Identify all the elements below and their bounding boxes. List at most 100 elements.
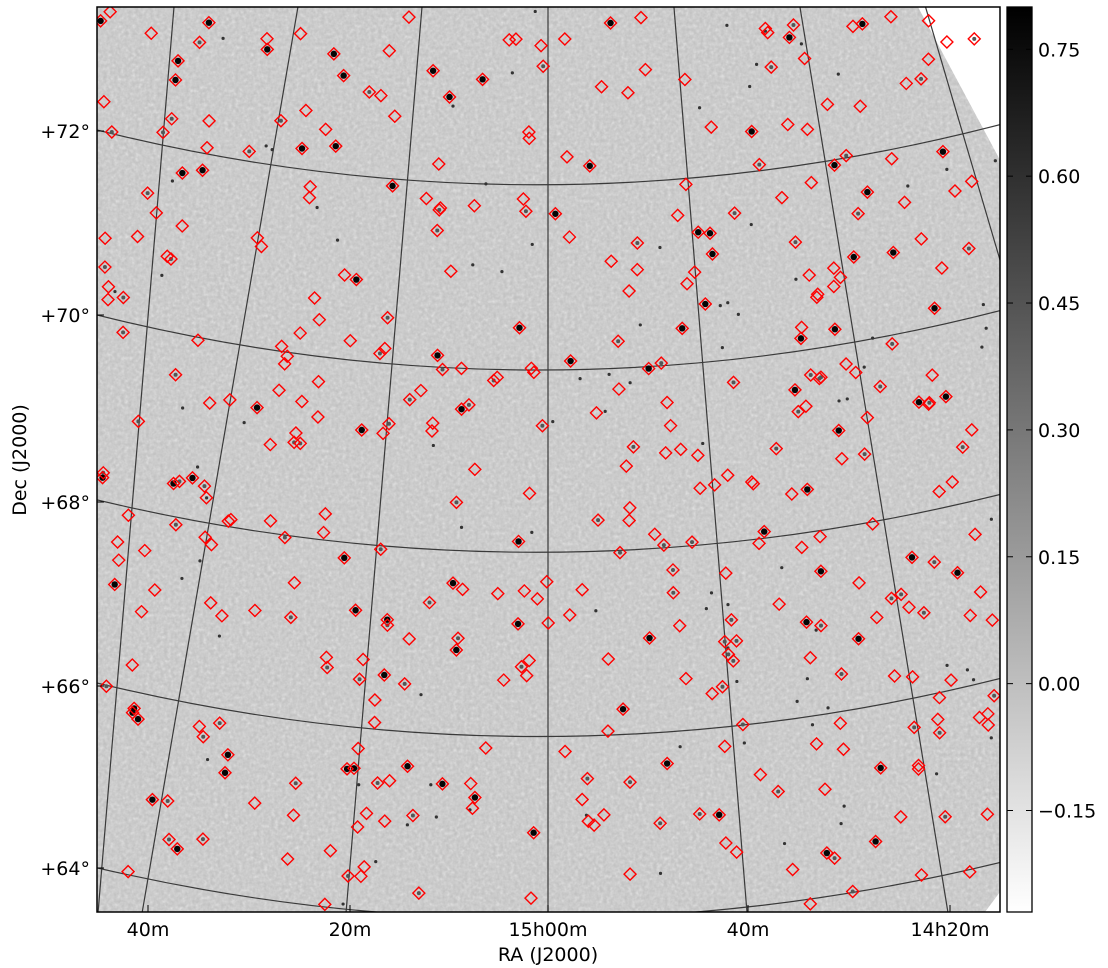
source-marker bbox=[97, 260, 112, 275]
point-source bbox=[793, 240, 798, 245]
point-source bbox=[761, 528, 768, 535]
source-marker bbox=[385, 178, 400, 193]
faint-source bbox=[264, 144, 268, 148]
faint-source bbox=[270, 147, 274, 152]
source-marker bbox=[372, 346, 387, 361]
source-marker bbox=[435, 776, 450, 791]
point-source bbox=[332, 142, 339, 150]
source-marker bbox=[558, 744, 573, 759]
faint-source bbox=[795, 699, 799, 703]
source-marker bbox=[401, 10, 416, 25]
source-marker bbox=[678, 671, 693, 686]
point-source bbox=[585, 776, 590, 781]
point-source bbox=[407, 397, 412, 402]
source-marker bbox=[204, 537, 219, 552]
faint-source bbox=[934, 772, 939, 776]
point-source bbox=[697, 811, 702, 816]
source-marker bbox=[247, 603, 262, 618]
faint-source bbox=[419, 693, 423, 697]
source-marker bbox=[422, 595, 437, 610]
source-marker bbox=[463, 776, 478, 791]
source-marker bbox=[860, 410, 875, 425]
faint-source bbox=[242, 420, 246, 425]
point-source bbox=[221, 769, 229, 776]
source-marker bbox=[698, 296, 713, 311]
point-source bbox=[889, 596, 894, 601]
source-marker bbox=[411, 886, 426, 901]
point-source bbox=[796, 409, 801, 414]
y-tick-label: +64° bbox=[40, 858, 90, 880]
point-source bbox=[540, 423, 545, 428]
source-marker bbox=[717, 739, 732, 754]
source-marker bbox=[726, 653, 741, 668]
source-marker bbox=[263, 437, 278, 452]
point-source bbox=[367, 90, 372, 95]
source-marker bbox=[134, 604, 149, 619]
source-marker bbox=[156, 125, 171, 140]
source-marker bbox=[611, 334, 626, 349]
point-source bbox=[516, 324, 523, 331]
colorbar-tick-label: 0.15 bbox=[1038, 547, 1080, 569]
point-source bbox=[514, 620, 522, 628]
source-marker bbox=[855, 16, 870, 31]
source-marker bbox=[735, 717, 750, 732]
x-axis: 40m 20m 15h00m 40m 14h20m RA (J2000) bbox=[127, 905, 989, 966]
source-marker bbox=[703, 226, 718, 241]
point-source bbox=[530, 829, 537, 836]
source-marker bbox=[99, 679, 114, 694]
point-source bbox=[803, 618, 810, 626]
source-marker bbox=[810, 287, 825, 302]
faint-source bbox=[718, 304, 722, 308]
source-marker bbox=[192, 35, 207, 50]
source-marker bbox=[670, 208, 685, 223]
point-source bbox=[817, 568, 825, 575]
point-source bbox=[832, 856, 837, 861]
source-marker bbox=[397, 676, 412, 691]
source-marker bbox=[557, 32, 572, 47]
point-source bbox=[456, 636, 461, 641]
faint-source bbox=[862, 365, 866, 369]
point-source bbox=[808, 372, 813, 377]
source-marker bbox=[218, 765, 233, 780]
source-marker bbox=[328, 139, 343, 154]
source-marker bbox=[160, 249, 175, 264]
source-marker bbox=[746, 476, 761, 491]
colorbar-frame bbox=[1006, 6, 1033, 913]
source-marker bbox=[101, 292, 116, 307]
source-marker bbox=[381, 416, 396, 431]
source-marker bbox=[370, 776, 385, 791]
source-marker bbox=[973, 585, 988, 599]
source-marker bbox=[318, 122, 333, 137]
source-marker bbox=[367, 692, 382, 707]
source-marker bbox=[426, 63, 441, 78]
source-marker bbox=[656, 538, 671, 553]
source-marker bbox=[116, 290, 131, 305]
source-marker bbox=[517, 583, 532, 598]
source-marker bbox=[522, 486, 537, 501]
faint-source bbox=[845, 397, 849, 401]
source-marker bbox=[562, 608, 577, 623]
source-marker bbox=[377, 814, 392, 829]
source-marker bbox=[149, 205, 164, 220]
source-marker bbox=[626, 439, 641, 454]
faint-source bbox=[533, 9, 537, 14]
point-source bbox=[247, 149, 252, 154]
source-marker bbox=[707, 477, 722, 492]
source-marker bbox=[382, 773, 397, 788]
source-marker bbox=[594, 79, 609, 94]
source-marker bbox=[914, 71, 929, 86]
source-marker bbox=[196, 729, 211, 744]
source-marker bbox=[955, 440, 970, 455]
point-source bbox=[726, 652, 731, 657]
source-marker bbox=[800, 482, 815, 497]
source-marker bbox=[865, 516, 880, 531]
point-source bbox=[695, 228, 702, 236]
point-source bbox=[541, 64, 546, 69]
point-source bbox=[173, 372, 178, 377]
source-marker bbox=[580, 771, 595, 786]
faint-source bbox=[749, 222, 753, 227]
faint-source bbox=[578, 377, 582, 381]
source-marker bbox=[352, 672, 367, 687]
source-marker bbox=[192, 719, 207, 734]
point-source bbox=[353, 276, 360, 283]
